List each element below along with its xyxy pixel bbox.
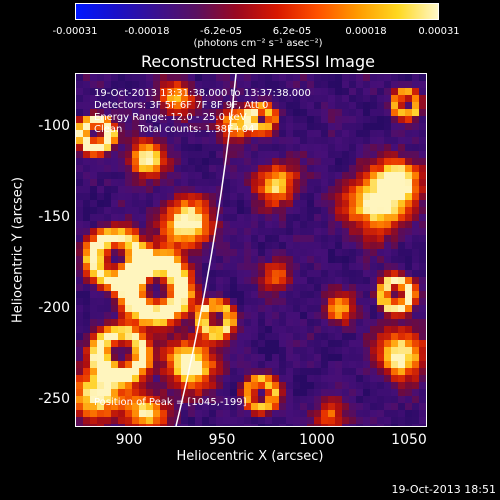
x-tick-label: 1000: [299, 432, 335, 448]
x-tick-label: 950: [208, 432, 236, 448]
y-axis-label: Heliocentric Y (arcsec): [10, 177, 26, 323]
colorbar-tick: 0.00018: [345, 26, 387, 37]
info-peak-position: Position of Peak = [1045,-199]: [94, 397, 247, 408]
colorbar-tick: -0.00018: [124, 26, 170, 37]
info-clean-counts: Clean Total counts: 1.38E+04: [94, 124, 255, 135]
info-energy-range: Energy Range: 12.0 - 25.0 keV: [94, 112, 247, 123]
colorbar-units: (photons cm⁻² s⁻¹ asec⁻²): [193, 38, 323, 49]
x-tick-label: 900: [115, 432, 143, 448]
colorbar-tick: -0.00031: [52, 26, 98, 37]
info-time-range: 19-Oct-2013 13:31:38.000 to 13:37:38.000: [94, 88, 311, 99]
y-tick-label: -100: [38, 118, 70, 134]
colorbar-tick: 0.00031: [418, 26, 460, 37]
y-tick-label: -250: [38, 391, 70, 407]
rhessi-image: [75, 73, 427, 427]
colorbar: [75, 3, 439, 20]
y-tick-label: -150: [38, 209, 70, 225]
plot-title: Reconstructed RHESSI Image: [141, 52, 375, 71]
colorbar-tick: 6.2e-05: [272, 26, 312, 37]
y-tick-label: -200: [38, 300, 70, 316]
x-tick-label: 1050: [391, 432, 427, 448]
x-axis-label: Heliocentric X (arcsec): [176, 449, 324, 464]
colorbar-tick: -6.2e-05: [200, 26, 242, 37]
timestamp: 19-Oct-2013 18:51: [391, 483, 496, 496]
rhessi-image-canvas: [76, 74, 426, 426]
solar-limb-line: [175, 74, 237, 426]
info-detectors: Detectors: 3F 5F 6F 7F 8F 9F, Att 0: [94, 100, 269, 111]
